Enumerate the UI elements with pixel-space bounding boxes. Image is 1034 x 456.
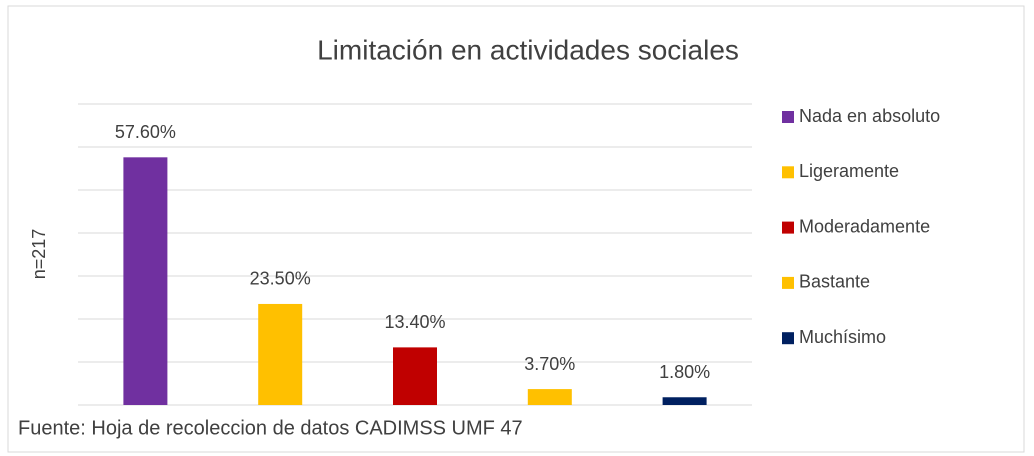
chart-border — [7, 5, 1025, 453]
data-label: 23.50% — [250, 269, 311, 289]
bar — [123, 157, 168, 405]
legend-label: Bastante — [799, 272, 870, 292]
legend-swatch — [782, 332, 794, 345]
legend-label: Ligeramente — [799, 161, 899, 181]
bar — [527, 389, 572, 405]
chart-title: Limitación en actividades sociales — [317, 34, 739, 65]
legend-swatch — [782, 111, 794, 123]
legend-label: Nada en absoluto — [799, 106, 940, 126]
bar — [662, 397, 707, 405]
data-label: 3.70% — [524, 354, 575, 374]
legend-swatch — [782, 221, 794, 234]
legend-swatch — [782, 276, 794, 289]
bar — [258, 303, 303, 405]
source-note: Fuente: Hoja de recoleccion de datos CAD… — [18, 417, 523, 439]
data-label: 13.40% — [384, 312, 445, 332]
legend-label: Moderadamente — [799, 216, 930, 236]
legend-swatch — [782, 166, 794, 179]
legend-label: Muchísimo — [799, 327, 886, 347]
y-axis-label: n=217 — [29, 229, 49, 280]
data-label: 1.80% — [659, 362, 710, 382]
bar — [393, 347, 437, 405]
data-label: 57.60% — [115, 122, 176, 142]
